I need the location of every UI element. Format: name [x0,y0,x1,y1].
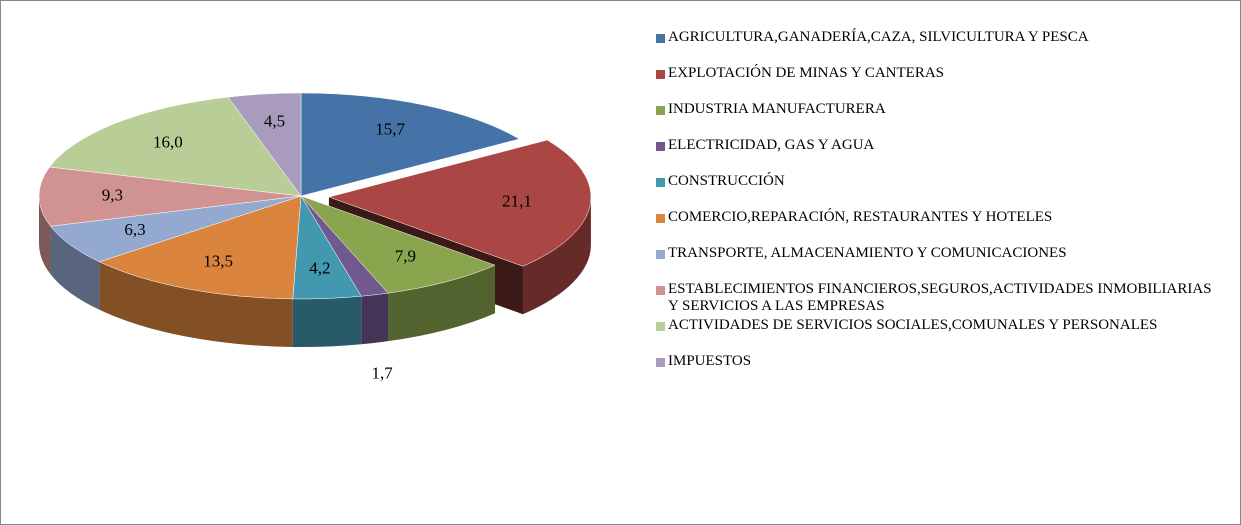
legend-label: INDUSTRIA MANUFACTURERA [668,101,886,117]
legend-entry: ESTABLECIMIENTOS FINANCIEROS,SEGUROS,ACT… [656,281,1216,317]
slice [227,92,302,197]
data-label: 15,7 [375,120,405,139]
legend-entry: TRANSPORTE, ALMACENAMIENTO Y COMUNICACIO… [656,245,1216,281]
data-label: 1,7 [371,364,393,383]
legend-entry: INDUSTRIA MANUFACTURERA [656,101,1216,137]
legend-swatch [656,286,665,295]
data-label: 9,3 [102,185,123,204]
legend-label: IMPUESTOS [668,353,752,369]
legend-label: ACTIVIDADES DE SERVICIOS SOCIALES,COMUNA… [668,317,1158,333]
legend-label: ELECTRICIDAD, GAS Y AGUA [668,137,875,153]
data-label: 21,1 [502,192,532,211]
data-label: 7,9 [395,247,416,266]
legend-swatch [656,322,665,331]
legend-entry: CONSTRUCCIÓN [656,173,1216,209]
pie-area: 15,7 21,1 7,9 1,7 4,2 13,5 6,39,3 16,0 4,5 [38,92,592,383]
slice [98,195,302,300]
slice [300,195,496,294]
slice [328,139,592,267]
slice-side [522,197,591,315]
slice-side [388,265,496,342]
slice-side [99,261,293,347]
legend-entry: AGRICULTURA,GANADERÍA,CAZA, SILVICULTURA… [656,29,1216,65]
legend-swatch [656,106,665,115]
data-label: 13,5 [203,252,233,271]
legend-swatch [656,142,665,151]
legend-swatch [656,34,665,43]
slice [38,166,302,227]
data-label: 4,2 [309,259,330,278]
legend-swatch [656,214,665,223]
legend-entry: IMPUESTOS [656,353,1216,389]
data-label: 16,0 [153,132,183,151]
data-label: 4,5 [264,111,285,130]
slice-side [50,226,100,310]
legend-entry: EXPLOTACIÓN DE MINAS Y CANTERAS [656,65,1216,101]
slice-side [292,296,362,347]
legend: AGRICULTURA,GANADERÍA,CAZA, SILVICULTURA… [656,29,1216,389]
slice [49,96,302,197]
legend-label: AGRICULTURA,GANADERÍA,CAZA, SILVICULTURA… [668,29,1089,45]
slice [300,92,520,197]
legend-swatch [656,358,665,367]
legend-label: TRANSPORTE, ALMACENAMIENTO Y COMUNICACIO… [668,245,1067,261]
legend-entry: COMERCIO,REPARACIÓN, RESTAURANTES Y HOTE… [656,209,1216,245]
legend-label: CONSTRUCCIÓN [668,173,785,189]
data-label: 6,3 [124,220,145,239]
legend-label: COMERCIO,REPARACIÓN, RESTAURANTES Y HOTE… [668,209,1053,225]
legend-label: EXPLOTACIÓN DE MINAS Y CANTERAS [668,65,945,81]
slice-side [39,196,51,275]
legend-label: ESTABLECIMIENTOS FINANCIEROS,SEGUROS,ACT… [668,281,1212,314]
legend-entry: ACTIVIDADES DE SERVICIOS SOCIALES,COMUNA… [656,317,1216,353]
legend-swatch [656,70,665,79]
legend-swatch [656,250,665,259]
slice-side [361,293,389,345]
legend-entry: ELECTRICIDAD, GAS Y AGUA [656,137,1216,173]
legend-swatch [656,178,665,187]
